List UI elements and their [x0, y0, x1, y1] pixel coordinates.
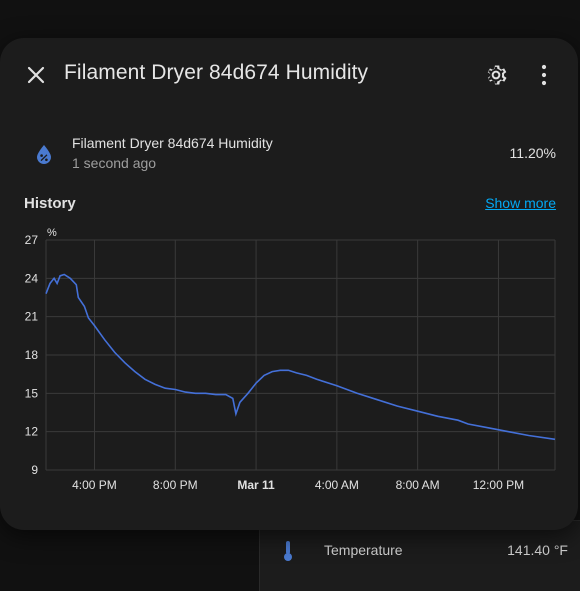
history-heading: History	[24, 195, 76, 212]
dialog-title: Filament Dryer 84d674 Humidity	[64, 61, 369, 84]
entity-state: 11.20%	[509, 145, 556, 161]
close-icon[interactable]	[22, 61, 50, 89]
dots-vertical-icon[interactable]	[532, 62, 556, 88]
more-info-dialog: Filament Dryer 84d674 Humidity Filament …	[0, 38, 578, 530]
entity-name: Filament Dryer 84d674 Humidity	[72, 135, 273, 151]
thermometer-icon	[284, 541, 292, 561]
gear-icon[interactable]	[483, 62, 509, 88]
show-more-link[interactable]: Show more	[485, 195, 556, 211]
entity-last-changed: 1 second ago	[72, 155, 157, 171]
background-entity-value: 141.40 °F	[507, 542, 568, 558]
background-entity-label: Temperature	[324, 542, 403, 558]
water-percent-icon	[37, 145, 51, 164]
